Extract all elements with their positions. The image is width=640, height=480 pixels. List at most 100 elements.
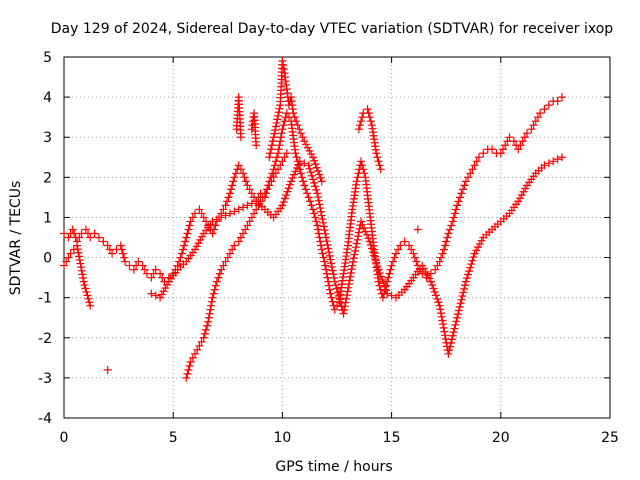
data-point-marker xyxy=(357,217,366,226)
data-point-marker xyxy=(138,261,147,270)
data-point-marker xyxy=(90,229,99,238)
data-point-marker xyxy=(320,257,329,266)
data-point-marker xyxy=(464,173,473,182)
data-point-marker xyxy=(324,244,333,253)
data-point-marker xyxy=(426,269,435,278)
data-point-marker xyxy=(120,253,129,262)
data-point-marker xyxy=(212,277,221,286)
data-point-marker xyxy=(204,313,213,322)
data-point-marker xyxy=(77,263,86,272)
data-point-marker xyxy=(311,160,320,169)
data-point-marker xyxy=(438,316,447,325)
data-point-marker xyxy=(271,122,280,131)
data-point-marker xyxy=(450,209,459,218)
data-point-marker xyxy=(327,259,336,268)
data-point-marker xyxy=(355,224,364,233)
data-point-marker xyxy=(496,149,505,158)
data-point-marker xyxy=(333,288,342,297)
data-point-marker xyxy=(306,197,315,206)
data-point-marker xyxy=(81,225,90,234)
data-point-marker xyxy=(540,105,549,114)
data-point-marker xyxy=(448,331,457,340)
data-point-marker xyxy=(353,235,362,244)
data-point-marker xyxy=(357,117,366,126)
data-point-marker xyxy=(304,161,313,170)
data-point-marker xyxy=(352,177,361,186)
data-point-marker xyxy=(308,205,317,214)
data-point-marker xyxy=(339,309,348,318)
data-point-marker xyxy=(293,121,302,130)
data-point-marker xyxy=(342,291,351,300)
tick-layer: 0 5 10 15 20 25 -4 -3 -2 -1 0 1 2 3 4 5 xyxy=(38,50,619,446)
data-point-marker xyxy=(343,287,352,296)
data-point-marker xyxy=(83,291,92,300)
series-3 xyxy=(182,149,291,382)
data-point-marker xyxy=(361,227,370,236)
data-point-marker xyxy=(74,248,83,257)
data-point-marker xyxy=(227,185,236,194)
data-point-marker xyxy=(322,265,331,274)
data-point-marker xyxy=(121,257,130,266)
data-point-marker xyxy=(118,249,127,258)
data-point-marker xyxy=(363,105,372,114)
data-point-marker xyxy=(283,187,292,196)
data-point-marker xyxy=(354,228,363,237)
data-point-marker xyxy=(469,253,478,262)
y-tick-label: 5 xyxy=(43,50,52,66)
y-axis-label: SDTVAR / TECUs xyxy=(8,181,24,296)
data-point-marker xyxy=(351,246,360,255)
data-point-marker xyxy=(354,125,363,134)
data-point-marker xyxy=(79,277,88,286)
data-point-marker xyxy=(460,284,469,293)
data-point-marker xyxy=(176,253,185,262)
data-point-marker xyxy=(245,185,254,194)
data-point-marker xyxy=(274,145,283,154)
data-point-marker xyxy=(314,225,323,234)
data-point-marker xyxy=(241,225,250,234)
data-point-marker xyxy=(274,108,283,117)
data-point-marker xyxy=(73,245,82,254)
data-point-marker xyxy=(79,274,88,283)
data-point-marker xyxy=(108,249,117,258)
data-point-marker xyxy=(438,249,447,258)
data-point-marker xyxy=(527,125,536,134)
data-point-marker xyxy=(441,241,450,250)
y-tick-label: -3 xyxy=(38,371,52,387)
data-point-marker xyxy=(317,211,326,220)
data-point-marker xyxy=(359,165,368,174)
data-point-marker xyxy=(557,153,566,162)
data-point-marker xyxy=(278,157,287,166)
data-point-marker xyxy=(84,294,93,303)
data-point-marker xyxy=(308,153,317,162)
data-point-marker xyxy=(379,279,388,288)
data-point-marker xyxy=(236,133,245,142)
data-point-marker xyxy=(75,252,84,261)
data-point-marker xyxy=(557,93,566,102)
data-point-marker xyxy=(346,268,355,277)
data-point-marker xyxy=(265,181,274,190)
data-point-marker xyxy=(458,292,467,301)
data-point-marker xyxy=(210,285,219,294)
data-point-marker xyxy=(151,265,160,274)
data-point-marker xyxy=(223,197,232,206)
data-point-marker xyxy=(434,298,443,307)
data-point-marker xyxy=(523,129,532,138)
data-point-marker xyxy=(305,164,314,173)
data-point-marker xyxy=(247,213,256,222)
data-point-marker xyxy=(466,169,475,178)
data-point-marker xyxy=(431,291,440,300)
data-point-marker xyxy=(444,349,453,358)
data-point-marker xyxy=(203,321,212,330)
data-point-marker xyxy=(68,225,77,234)
data-point-marker xyxy=(224,193,233,202)
data-point-marker xyxy=(221,201,230,210)
data-point-marker xyxy=(341,298,350,307)
data-point-marker xyxy=(183,229,192,238)
data-point-marker xyxy=(217,213,226,222)
data-point-marker xyxy=(509,137,518,146)
data-point-marker xyxy=(367,244,376,253)
data-point-marker xyxy=(319,218,328,227)
data-point-marker xyxy=(347,265,356,274)
data-point-marker xyxy=(268,137,277,146)
